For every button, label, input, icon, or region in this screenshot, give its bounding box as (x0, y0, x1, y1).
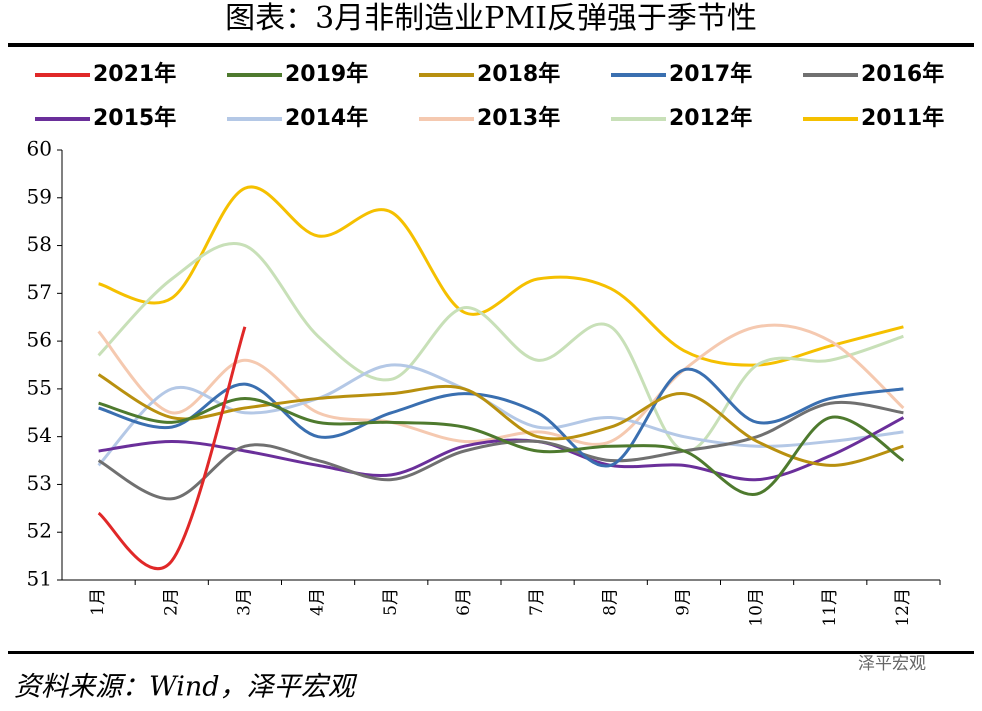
series-line (97, 326, 247, 571)
source: 资料来源：Wind，泽平宏观 (14, 672, 358, 703)
legend-label: 2018年 (477, 61, 560, 87)
legend-label: 2016年 (861, 61, 944, 87)
y-tick-label: 51 (27, 567, 52, 591)
legend-label: 2021年 (93, 61, 176, 87)
x-tick-label: 10月 (747, 588, 767, 627)
series-line (98, 367, 904, 468)
bottom-rule (8, 651, 974, 654)
x-tick-label: 9月 (673, 588, 693, 616)
y-tick-label: 53 (27, 471, 52, 495)
y-tick-label: 52 (27, 519, 52, 543)
x-tick-label: 12月 (893, 588, 913, 627)
x-tick-label: 5月 (381, 588, 401, 616)
series-line (98, 185, 904, 367)
x-tick-label: 1月 (88, 588, 108, 616)
legend-label: 2015年 (93, 105, 176, 131)
watermark: 泽平宏观 (858, 654, 926, 674)
y-tick-label: 54 (27, 423, 52, 447)
series-line (98, 396, 905, 496)
y-tick-label: 58 (27, 232, 52, 256)
y-tick-label: 59 (27, 184, 52, 208)
legend-label: 2014年 (285, 105, 368, 131)
series-line (97, 323, 905, 446)
x-tick-label: 8月 (600, 588, 620, 616)
x-tick-label: 11月 (820, 588, 840, 627)
series-line (97, 400, 904, 501)
chart-title: 图表：3月非制造业PMI反弹强于季节性 (225, 1, 757, 36)
legend-label: 2017年 (669, 61, 752, 87)
top-rule (8, 43, 974, 47)
x-tick-label: 2月 (161, 588, 181, 616)
x-tick-label: 6月 (454, 588, 474, 616)
y-tick-label: 60 (27, 137, 52, 161)
y-tick-label: 57 (27, 280, 52, 304)
series-line (97, 363, 904, 467)
series-line (97, 242, 904, 453)
x-tick-label: 4月 (308, 588, 328, 616)
legend-label: 2013年 (477, 105, 560, 131)
y-tick-label: 55 (27, 375, 52, 399)
x-tick-label: 3月 (234, 588, 254, 616)
legend-label: 2012年 (669, 105, 752, 131)
y-tick-label: 56 (27, 328, 52, 352)
legend-label: 2011年 (861, 105, 944, 131)
x-tick-label: 7月 (527, 588, 547, 616)
series-line (97, 373, 904, 467)
legend-label: 2019年 (285, 61, 368, 87)
